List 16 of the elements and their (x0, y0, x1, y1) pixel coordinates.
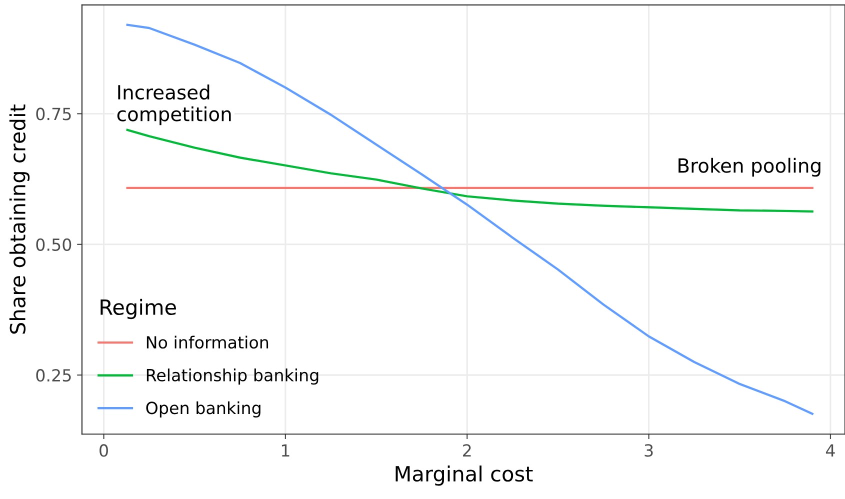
legend-label: No information (146, 336, 268, 349)
x-tick-label: 3 (644, 444, 653, 457)
x-tick-label: 2 (463, 444, 471, 457)
legend-title: Regime (100, 298, 176, 320)
x-tick-label: 4 (826, 444, 835, 457)
x-axis-title: Marginal cost (396, 466, 533, 486)
y-tick-label: 0.25 (36, 369, 71, 382)
y-tick-label: 0.50 (36, 238, 72, 251)
y-axis-title: Share obtaining credit (9, 104, 30, 334)
x-tick-label: 0 (100, 444, 108, 457)
annotation: Increased competition (117, 84, 231, 126)
y-tick-label: 0.75 (36, 108, 71, 120)
annotation: Broken pooling (678, 158, 820, 177)
legend-label: Relationship banking (146, 368, 318, 385)
legend-label: Open banking (146, 401, 260, 418)
x-tick-label: 1 (282, 444, 290, 457)
